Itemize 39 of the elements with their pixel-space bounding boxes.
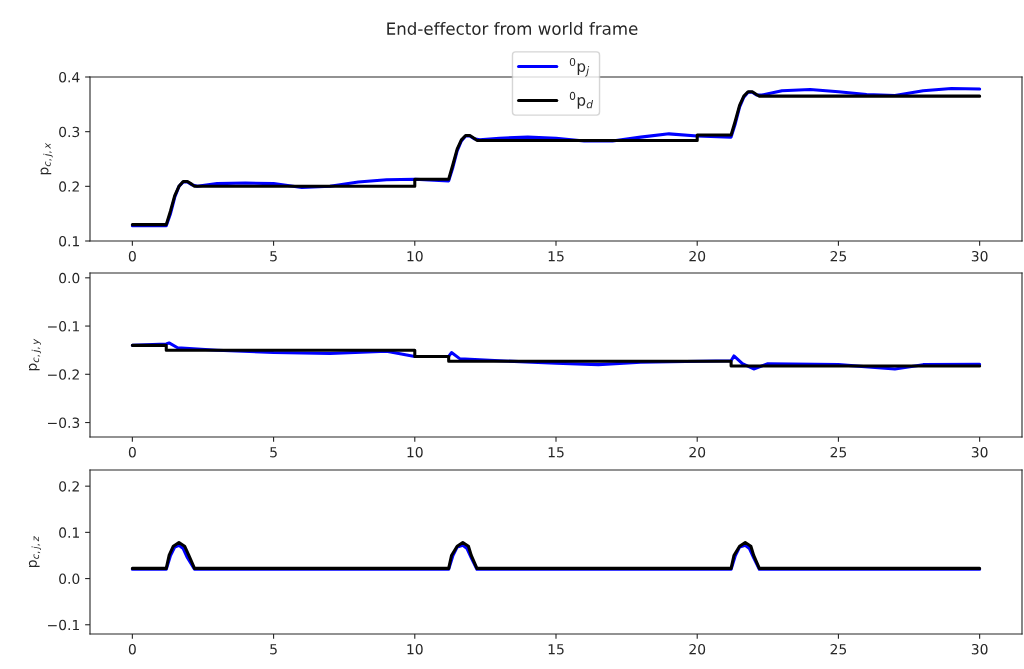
legend-label: $^{0}$p$_{d}$: [569, 91, 594, 109]
y-tick-label: 0.2: [59, 481, 79, 492]
x-tick-label: 0: [128, 250, 136, 262]
x-tick-label: 25: [830, 446, 847, 458]
x-tick-label: 5: [270, 447, 277, 458]
x-tick-label: 25: [830, 643, 847, 655]
y-tick-label: −0.1: [48, 619, 79, 631]
x-tick-label: 10: [407, 446, 423, 458]
x-tick-label: 5: [270, 251, 277, 262]
y-axis-title: p$_{c,j,y}$: [28, 338, 41, 371]
x-tick-label: 30: [971, 250, 988, 262]
y-axis-title: p$_{c,j,z}$: [28, 536, 41, 567]
x-tick-label: 15: [548, 447, 564, 458]
legend-label: $^{0}$p$_{j}$: [569, 57, 590, 77]
y-tick-label: 0.2: [59, 181, 79, 192]
chart-title: End-effector from world frame: [387, 22, 638, 35]
x-tick-label: 15: [548, 644, 564, 655]
y-tick-label: 0.3: [59, 126, 80, 138]
x-tick-label: 15: [548, 251, 564, 262]
y-tick-label: 0.0: [59, 272, 80, 284]
x-tick-label: 20: [689, 250, 706, 262]
y-tick-label: −0.3: [48, 417, 80, 428]
x-tick-label: 30: [971, 446, 988, 458]
y-axis-title: p$_{c,j,x}$: [40, 142, 53, 175]
y-tick-label: 0.0: [59, 573, 80, 585]
x-tick-label: 30: [971, 643, 988, 655]
x-tick-label: 5: [270, 644, 277, 655]
x-tick-label: 20: [689, 643, 706, 655]
x-tick-label: 20: [689, 446, 706, 458]
y-tick-label: 0.1: [59, 235, 79, 247]
x-tick-label: 25: [830, 250, 847, 262]
y-tick-label: −0.1: [48, 321, 79, 332]
x-tick-label: 0: [128, 643, 136, 655]
y-tick-label: 0.4: [59, 71, 80, 83]
y-tick-label: −0.2: [48, 369, 79, 380]
x-tick-label: 0: [128, 446, 136, 458]
x-tick-label: 10: [407, 250, 423, 262]
y-tick-label: 0.1: [59, 527, 79, 538]
x-tick-label: 10: [407, 643, 423, 655]
